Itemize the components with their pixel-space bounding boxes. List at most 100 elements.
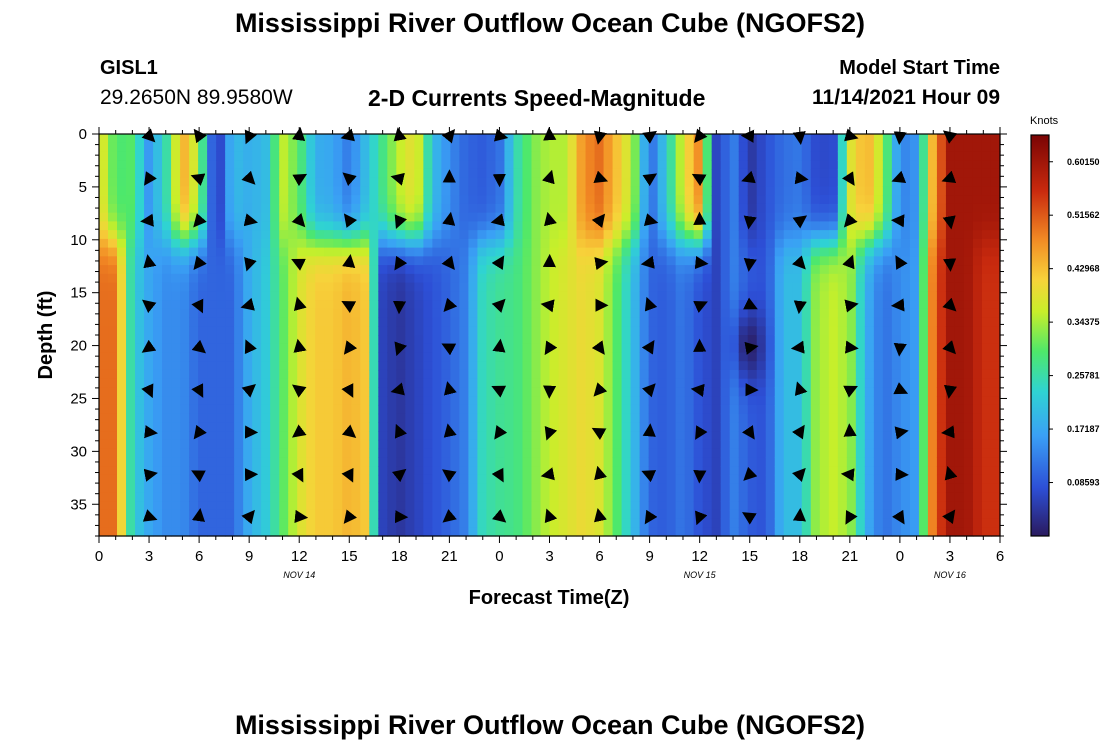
heatmap-cell xyxy=(756,142,767,153)
heatmap-cell xyxy=(567,160,578,170)
heatmap-cell xyxy=(837,203,848,214)
heatmap-cell xyxy=(855,413,866,423)
heatmap-cell xyxy=(612,317,623,327)
heatmap-cell xyxy=(234,527,244,537)
heatmap-cell xyxy=(189,317,199,327)
heatmap-cell xyxy=(171,291,181,301)
heatmap-cell xyxy=(180,238,190,249)
heatmap-cell xyxy=(864,177,875,188)
heatmap-cell xyxy=(558,186,569,196)
heatmap-cell xyxy=(378,308,388,319)
heatmap-cell xyxy=(567,483,578,493)
heatmap-cell xyxy=(972,212,983,222)
heatmap-cell xyxy=(567,256,578,266)
heatmap-cell xyxy=(396,282,406,292)
y-tick-label: 15 xyxy=(70,285,87,302)
current-vector-arrow xyxy=(843,423,857,437)
heatmap-cell xyxy=(387,195,397,205)
heatmap-cell xyxy=(252,212,262,222)
heatmap-cell xyxy=(153,177,163,188)
heatmap-cell xyxy=(432,396,442,406)
heatmap-cell xyxy=(378,448,388,458)
heatmap-cell xyxy=(360,273,370,284)
heatmap-cell xyxy=(990,291,1001,301)
heatmap-cell xyxy=(234,448,244,458)
heatmap-cell xyxy=(405,265,415,275)
heatmap-cell xyxy=(945,404,956,415)
heatmap-cell xyxy=(378,273,388,284)
heatmap-cell xyxy=(369,265,379,275)
heatmap-cell xyxy=(450,230,460,240)
heatmap-cell xyxy=(405,195,415,205)
heatmap-cell xyxy=(279,160,289,170)
heatmap-cell xyxy=(747,457,758,467)
heatmap-cell xyxy=(738,492,749,502)
heatmap-cell xyxy=(954,387,965,397)
heatmap-cell xyxy=(531,317,542,327)
heatmap-cell xyxy=(909,282,920,292)
heatmap-cell xyxy=(270,134,280,144)
heatmap-cell xyxy=(603,474,614,485)
heatmap-cell xyxy=(432,474,442,485)
current-vector-arrow xyxy=(143,468,158,482)
heatmap-cell xyxy=(639,134,650,144)
heatmap-cell xyxy=(900,422,911,432)
heatmap-cell xyxy=(513,448,524,458)
heatmap-cell xyxy=(468,221,479,231)
heatmap-cell xyxy=(927,396,938,406)
heatmap-cell xyxy=(828,396,839,406)
heatmap-cell xyxy=(801,168,812,179)
heatmap-cell xyxy=(846,142,857,153)
heatmap-cell xyxy=(198,265,208,275)
heatmap-cell xyxy=(801,404,812,415)
heatmap-cell xyxy=(405,448,415,458)
heatmap-cell xyxy=(468,431,479,441)
heatmap-cell xyxy=(630,151,641,161)
heatmap-cell xyxy=(765,501,776,511)
heatmap-cell xyxy=(396,518,406,528)
heatmap-cell xyxy=(603,160,614,170)
heatmap-cell xyxy=(486,474,497,485)
heatmap-cell xyxy=(702,466,713,476)
heatmap-cell xyxy=(360,134,370,144)
heatmap-cell xyxy=(531,221,542,231)
heatmap-cell xyxy=(351,203,361,214)
current-vector-arrow xyxy=(143,254,157,269)
heatmap-cell xyxy=(648,326,659,336)
heatmap-cell xyxy=(990,509,1001,520)
heatmap-cell xyxy=(864,230,875,240)
heatmap-cell xyxy=(873,300,884,310)
heatmap-cell xyxy=(918,238,929,249)
heatmap-cell xyxy=(684,527,695,537)
heatmap-cell xyxy=(369,387,379,397)
heatmap-cell xyxy=(972,413,983,423)
heatmap-cell xyxy=(513,160,524,170)
heatmap-cell xyxy=(342,439,352,450)
heatmap-cell xyxy=(180,265,190,275)
heatmap-cell xyxy=(738,457,749,467)
heatmap-cell xyxy=(531,256,542,266)
heatmap-cell xyxy=(684,466,695,476)
heatmap-cell xyxy=(675,422,686,432)
heatmap-cell xyxy=(279,300,289,310)
heatmap-cell xyxy=(711,247,722,257)
heatmap-cell xyxy=(405,168,415,179)
current-vector-arrow xyxy=(694,255,709,270)
heatmap-cell xyxy=(549,326,560,336)
heatmap-cell xyxy=(477,160,488,170)
current-vector-arrow xyxy=(941,425,955,439)
heatmap-cell xyxy=(720,457,731,467)
heatmap-cell xyxy=(180,396,190,406)
heatmap-cell xyxy=(387,256,397,266)
heatmap-cell xyxy=(972,134,983,144)
heatmap-cell xyxy=(459,247,470,257)
heatmap-cell xyxy=(648,439,659,450)
heatmap-cell xyxy=(495,265,506,275)
heatmap-cell xyxy=(756,387,767,397)
heatmap-cell xyxy=(387,439,397,450)
heatmap-cell xyxy=(216,448,226,458)
heatmap-cell xyxy=(288,369,298,380)
heatmap-cell xyxy=(198,413,208,423)
heatmap-cell xyxy=(783,335,794,345)
heatmap-cell xyxy=(927,247,938,257)
